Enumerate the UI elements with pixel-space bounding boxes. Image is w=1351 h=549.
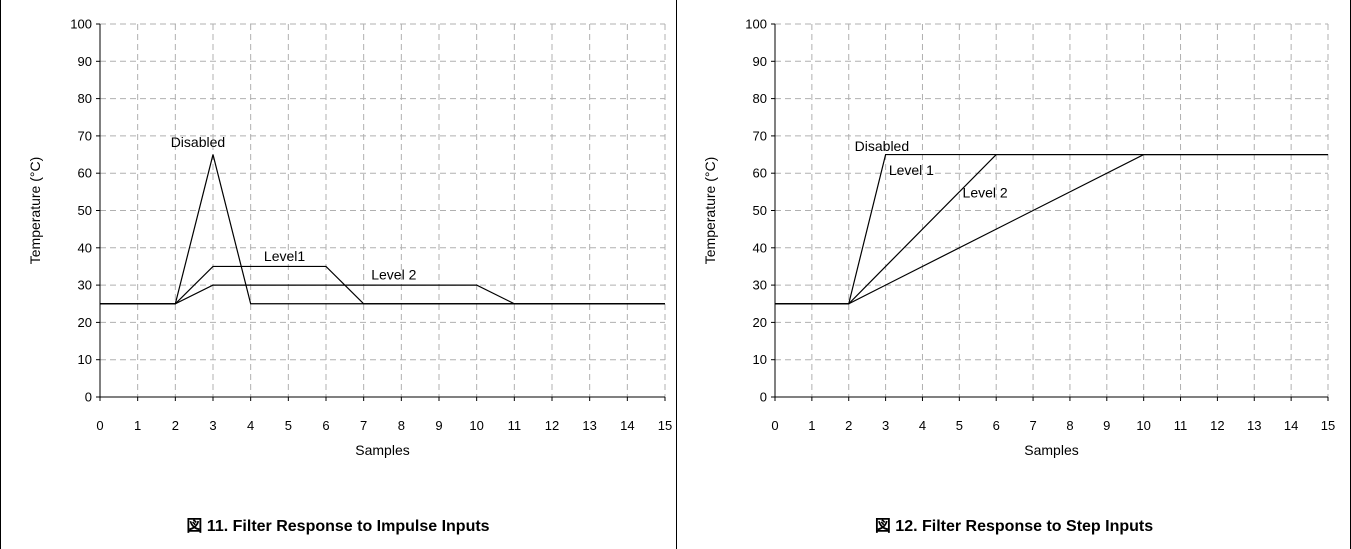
series-line-level-1	[775, 153, 1328, 305]
x-tick-label: 4	[247, 418, 254, 433]
x-tick-label: 7	[360, 418, 367, 433]
chart-caption-step: 図 12. Filter Response to Step Inputs	[874, 518, 1154, 535]
x-tick-label: 9	[435, 418, 442, 433]
x-tick-label: 12	[545, 418, 559, 433]
x-tick-label: 1	[134, 418, 141, 433]
y-tick-label: 60	[78, 166, 92, 181]
x-tick-label: 2	[845, 418, 852, 433]
x-tick-label: 1	[808, 418, 815, 433]
x-tick-label: 0	[771, 418, 778, 433]
y-tick-label: 20	[753, 315, 767, 330]
y-tick-label: 30	[753, 278, 767, 293]
x-tick-label: 3	[209, 418, 216, 433]
y-tick-label: 40	[78, 240, 92, 255]
x-tick-label: 0	[96, 418, 103, 433]
x-tick-label: 10	[1136, 418, 1150, 433]
x-tick-label: 9	[1103, 418, 1110, 433]
y-axis-title: Temperature (°C)	[27, 157, 43, 265]
y-tick-label: 100	[70, 17, 92, 32]
x-tick-label: 13	[582, 418, 596, 433]
x-tick-label: 12	[1210, 418, 1224, 433]
y-tick-label: 70	[78, 128, 92, 143]
y-tick-label: 30	[78, 278, 92, 293]
y-tick-label: 40	[753, 240, 767, 255]
x-axis-title: Samples	[355, 442, 409, 458]
series-annotation: Level 1	[889, 162, 934, 178]
x-tick-label: 7	[1029, 418, 1036, 433]
x-tick-label: 2	[172, 418, 179, 433]
chart-caption-impulse: 図 11. Filter Response to Impulse Inputs	[186, 518, 490, 535]
x-tick-label: 4	[919, 418, 926, 433]
chart-panel-step: 0 10 20 30 40 50 60 70 80 90 100 0 1 2 3 4 5 6 7 8 9 10 11 12 13…	[677, 0, 1351, 549]
series-annotation: Disabled	[855, 138, 909, 154]
series-annotation: Level 2	[963, 184, 1008, 200]
y-tick-label: 0	[85, 390, 92, 405]
y-tick-label: 0	[760, 390, 767, 405]
x-tick-label: 15	[658, 418, 672, 433]
x-tick-label: 15	[1321, 418, 1335, 433]
series-annotation: Level 2	[371, 267, 416, 283]
x-tick-label: 11	[1174, 418, 1188, 433]
y-tick-label: 80	[78, 91, 92, 106]
x-tick-label: 6	[322, 418, 329, 433]
figure-border-left	[0, 0, 1, 549]
y-tick-label: 90	[753, 54, 767, 69]
y-tick-label: 70	[753, 128, 767, 143]
y-tick-label: 10	[753, 352, 767, 367]
y-tick-label: 60	[753, 166, 767, 181]
y-tick-label: 90	[78, 54, 92, 69]
x-tick-label: 6	[993, 418, 1000, 433]
x-tick-label: 13	[1247, 418, 1261, 433]
y-tick-label: 50	[753, 203, 767, 218]
x-tick-label: 14	[620, 418, 634, 433]
y-tick-label: 50	[78, 203, 92, 218]
x-tick-label: 5	[956, 418, 963, 433]
series-line-disabled	[775, 153, 1328, 305]
series-line-level-2	[100, 284, 665, 305]
series-line-level-2	[775, 153, 1328, 305]
y-tick-label: 20	[78, 315, 92, 330]
y-tick-label: 10	[78, 352, 92, 367]
x-tick-label: 8	[398, 418, 405, 433]
x-tick-label: 3	[882, 418, 889, 433]
x-tick-label: 11	[508, 418, 522, 433]
series-annotation: Level1	[264, 248, 305, 264]
chart-panel-impulse: 0 10 20 30 40 50 60 70 80 90 100 0 1 2 3 4 5 6 7 8 9 10 11 12 13…	[27, 17, 672, 536]
y-tick-label: 80	[753, 91, 767, 106]
x-tick-label: 10	[469, 418, 483, 433]
x-tick-label: 8	[1066, 418, 1073, 433]
series-annotation: Disabled	[171, 134, 225, 150]
x-tick-label: 14	[1284, 418, 1298, 433]
y-tick-label: 100	[745, 17, 767, 32]
y-axis-title: Temperature (°C)	[702, 157, 718, 265]
x-axis-title: Samples	[1024, 442, 1078, 458]
panel-divider	[676, 0, 677, 549]
x-tick-label: 5	[285, 418, 292, 433]
